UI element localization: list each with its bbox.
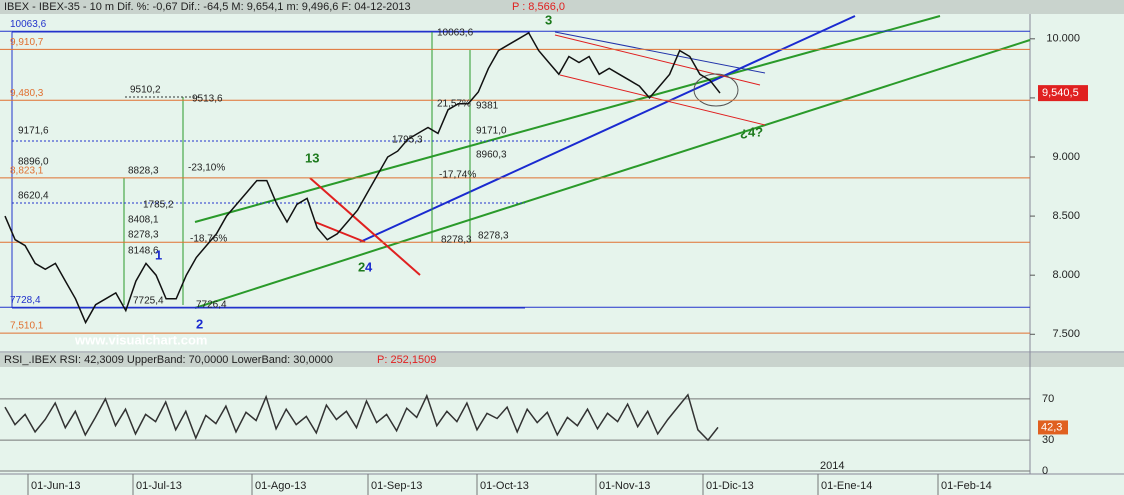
level-label: 9,910,7 bbox=[10, 37, 44, 48]
y-tick-label: 9.000 bbox=[1052, 151, 1080, 163]
annotation: 9171,6 bbox=[18, 126, 49, 137]
annotation: 9381 bbox=[476, 101, 499, 112]
annotation: 9510,2 bbox=[130, 85, 161, 96]
trend-lines bbox=[11, 15, 1031, 309]
level-label: 8,823,1 bbox=[10, 166, 44, 177]
price-tag-label: 9,540,5 bbox=[1042, 87, 1079, 99]
red-line bbox=[309, 177, 421, 276]
annotation: 1785,2 bbox=[143, 200, 174, 211]
channel-upper bbox=[194, 15, 941, 223]
annotation: 7725,4 bbox=[133, 296, 164, 307]
annotation: 21,57% bbox=[437, 99, 471, 110]
wave-label: 1 bbox=[155, 247, 162, 262]
annotation: 8278,3 bbox=[441, 235, 472, 246]
annotation: 8828,3 bbox=[128, 166, 159, 177]
rsi-header: RSI_.IBEX RSI: 42,3009 UpperBand: 70,000… bbox=[4, 354, 333, 366]
date-label: 01-Ago-13 bbox=[255, 480, 306, 492]
annotation: -23,10% bbox=[188, 163, 225, 174]
price-tag bbox=[1038, 85, 1088, 102]
header-bar bbox=[0, 0, 1124, 14]
price-line bbox=[4, 31, 721, 325]
wave-label: 4 bbox=[365, 259, 373, 274]
date-label: 01-Ene-14 bbox=[821, 480, 872, 492]
annotation: 8620,4 bbox=[18, 191, 49, 202]
header-price: P : 8,566,0 bbox=[512, 1, 565, 13]
level-label: 7,510,1 bbox=[10, 321, 44, 332]
date-label: 01-Jun-13 bbox=[31, 480, 81, 492]
annotation: 9171,0 bbox=[476, 126, 507, 137]
annotation: 9513,6 bbox=[192, 94, 223, 105]
annotation: 8960,3 bbox=[476, 150, 507, 161]
y-tick-label: 8.500 bbox=[1052, 210, 1080, 222]
header: IBEX - IBEX-35 - 10 m Dif. %: -0,67 Dif.… bbox=[4, 1, 411, 13]
annotation: 8278,3 bbox=[478, 231, 509, 242]
date-label: 01-Sep-13 bbox=[371, 480, 422, 492]
level-label: 10063,6 bbox=[10, 19, 47, 30]
channel-lower bbox=[194, 39, 1031, 309]
rsi-header-price: P: 252,1509 bbox=[377, 354, 436, 366]
wave-label: 2 bbox=[196, 316, 203, 331]
date-label: 01-Jul-13 bbox=[136, 480, 182, 492]
annotation: 1795,3 bbox=[392, 135, 423, 146]
thin-line bbox=[554, 31, 766, 74]
price-line bbox=[4, 393, 719, 442]
circle-mark bbox=[693, 73, 739, 107]
date-label: 01-Dic-13 bbox=[706, 480, 754, 492]
date-label: 01-Nov-13 bbox=[599, 480, 650, 492]
annotation: 7726,4 bbox=[196, 300, 227, 311]
rsi-tick-label: 70 bbox=[1042, 393, 1054, 405]
watermark: www.visualchart.com bbox=[74, 332, 207, 347]
wave-label: 2 bbox=[358, 259, 365, 274]
rsi-tag bbox=[1038, 420, 1068, 435]
year-label: 2014 bbox=[820, 460, 844, 472]
wave-label: 13 bbox=[305, 150, 319, 165]
annotation: 8148,6 bbox=[128, 246, 159, 257]
blue-trend bbox=[359, 15, 856, 243]
wave-label: ¿4? bbox=[740, 124, 763, 139]
annotation: -17,74% bbox=[439, 170, 476, 181]
y-tick-label: 8.000 bbox=[1052, 269, 1080, 281]
rsi-tick-label: 30 bbox=[1042, 434, 1054, 446]
annotation: -18,76% bbox=[190, 234, 227, 245]
red-line bbox=[314, 221, 366, 243]
date-label: 01-Oct-13 bbox=[480, 480, 529, 492]
rsi-tag-label: 42,3 bbox=[1041, 421, 1062, 433]
date-label: 01-Feb-14 bbox=[941, 480, 992, 492]
y-tick-label: 10.000 bbox=[1046, 33, 1080, 45]
wave-label: 3 bbox=[545, 12, 552, 27]
rsi-tick-label: 0 bbox=[1042, 465, 1048, 477]
red-line bbox=[554, 34, 761, 86]
level-label: 7728,4 bbox=[10, 295, 41, 306]
annotation: 10063,6 bbox=[437, 28, 474, 39]
annotation: 8278,3 bbox=[128, 230, 159, 241]
level-label: 9,480,3 bbox=[10, 88, 44, 99]
annotation: 8408,1 bbox=[128, 215, 159, 226]
y-tick-label: 7.500 bbox=[1052, 328, 1080, 340]
annotation: 8896,0 bbox=[18, 157, 49, 168]
rsi-header-bar bbox=[0, 353, 1124, 367]
